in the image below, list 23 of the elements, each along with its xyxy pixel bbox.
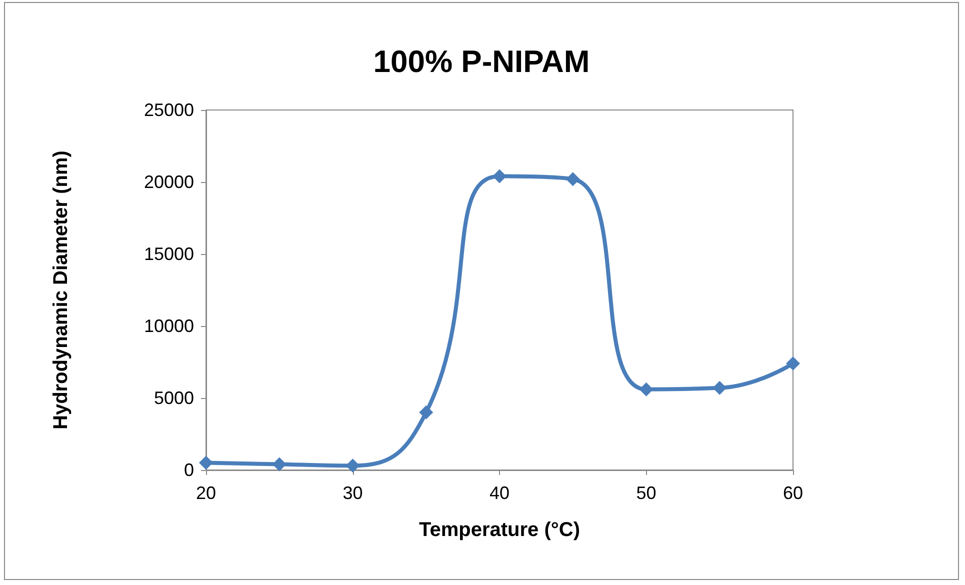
y-tick-label: 20000: [144, 172, 194, 192]
y-tick-label: 5000: [154, 388, 194, 408]
x-tick-label: 60: [782, 483, 804, 503]
x-axis-title: Temperature (°C): [419, 519, 580, 541]
x-tick-label: 30: [342, 483, 363, 503]
x-tick-label: 20: [196, 483, 216, 503]
point: [566, 172, 580, 186]
point: [199, 456, 213, 470]
point: [712, 380, 727, 395]
point: [492, 169, 506, 184]
point: [346, 458, 360, 473]
x-tick-label: 50: [636, 483, 656, 503]
y-axis-title: Hydrodynamic Diameter (nm): [50, 150, 72, 430]
point: [419, 405, 434, 420]
y-tick-label: 0: [184, 460, 194, 480]
point: [786, 356, 800, 370]
point: [639, 382, 654, 396]
point: [272, 457, 286, 472]
x-tick-label: 40: [489, 483, 510, 503]
y-tick-label: 10000: [144, 316, 194, 336]
y-tick-label: 25000: [144, 100, 194, 120]
chart-title: 100% P-NIPAM: [373, 44, 590, 79]
y-tick-label: 15000: [144, 244, 194, 264]
